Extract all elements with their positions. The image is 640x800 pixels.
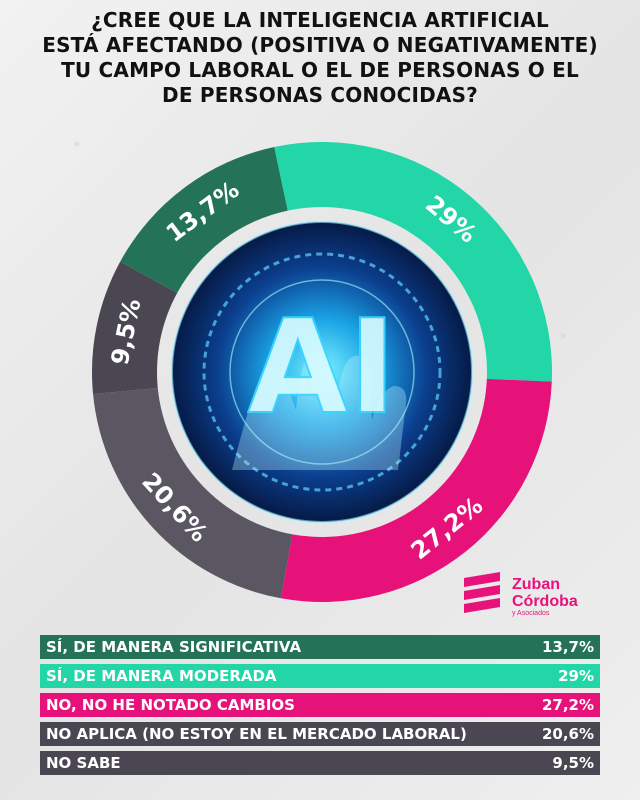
donut-chart: AI 29%27,2%20,6%9,5%13,7%	[91, 142, 553, 602]
legend-row-no-cambios: NO, NO HE NOTADO CAMBIOS 27,2%	[40, 693, 600, 717]
logo-subtitle: y Asociados	[512, 610, 550, 617]
donut-slice	[274, 142, 553, 382]
legend-label: NO APLICA (NO ESTOY EN EL MERCADO LABORA…	[46, 725, 467, 743]
legend-value: 20,6%	[541, 725, 594, 743]
chart-title: ¿CREE QUE LA INTELIGENCIA ARTIFICIAL EST…	[42, 8, 598, 107]
hand-icon	[232, 350, 407, 470]
legend-label: NO, NO HE NOTADO CAMBIOS	[46, 696, 295, 714]
legend-row-no-sabe: NO SABE 9,5%	[40, 751, 600, 775]
donut-slice	[280, 378, 552, 602]
legend-table: SÍ, DE MANERA SIGNIFICATIVA 13,7% SÍ, DE…	[40, 635, 600, 780]
donut-slice	[91, 261, 178, 395]
legend-row-no-aplica: NO APLICA (NO ESTOY EN EL MERCADO LABORA…	[40, 722, 600, 746]
legend-value: 29%	[558, 667, 594, 685]
legend-value: 13,7%	[541, 638, 594, 656]
legend-value: 27,2%	[541, 696, 594, 714]
logo-name: Zuban Córdoba	[512, 576, 578, 610]
legend-label: SÍ, DE MANERA SIGNIFICATIVA	[46, 638, 302, 656]
donut-slice	[93, 387, 293, 599]
ai-letters: AI	[248, 291, 397, 443]
brand-logo: Zuban Córdoba y Asociados	[460, 572, 610, 620]
legend-value: 9,5%	[552, 754, 594, 772]
zuban-cordoba-logo-icon	[464, 572, 500, 613]
legend-row-significativa: SÍ, DE MANERA SIGNIFICATIVA 13,7%	[40, 635, 600, 659]
center-ai-image: AI	[171, 221, 473, 523]
legend-label: SÍ, DE MANERA MODERADA	[46, 667, 277, 685]
legend-label: NO SABE	[46, 754, 121, 772]
donut-slice	[120, 147, 288, 293]
legend-row-moderada: SÍ, DE MANERA MODERADA 29%	[40, 664, 600, 688]
